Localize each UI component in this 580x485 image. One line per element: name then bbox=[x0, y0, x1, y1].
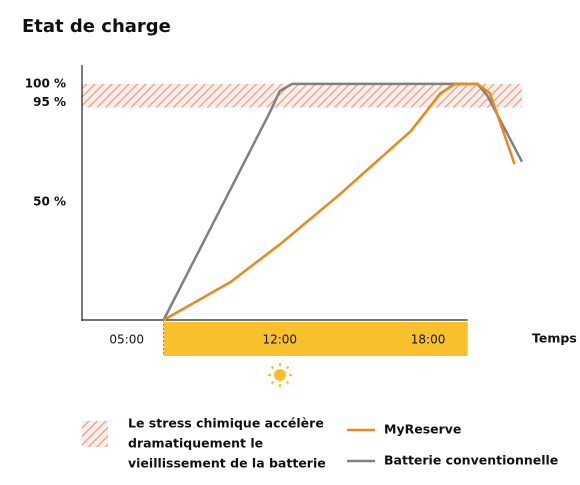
sun-band bbox=[163, 322, 468, 356]
x-tick-label: 05:00 bbox=[109, 333, 144, 347]
legend-label: MyReserve bbox=[384, 422, 461, 437]
stress-note: vieillissement de la batterie bbox=[128, 456, 326, 471]
x-tick-label: 18:00 bbox=[411, 333, 446, 347]
y-tick-label: 95 % bbox=[33, 95, 66, 109]
x-tick-label: 12:00 bbox=[262, 333, 297, 347]
y-tick-label: 100 % bbox=[25, 76, 66, 90]
x-axis-label: Temps bbox=[532, 331, 577, 346]
y-tick-label: 50 % bbox=[33, 194, 66, 208]
chart-title: Etat de charge bbox=[22, 16, 171, 37]
legend-label: Batterie conventionnelle bbox=[384, 453, 558, 468]
stress-note: dramatiquement le bbox=[128, 436, 263, 451]
series-line bbox=[162, 82, 524, 321]
stress-band bbox=[82, 83, 522, 108]
series-line bbox=[162, 82, 516, 322]
sun-icon bbox=[268, 363, 292, 387]
stress-legend-swatch bbox=[82, 421, 108, 447]
stress-note: Le stress chimique accélère bbox=[128, 416, 324, 431]
